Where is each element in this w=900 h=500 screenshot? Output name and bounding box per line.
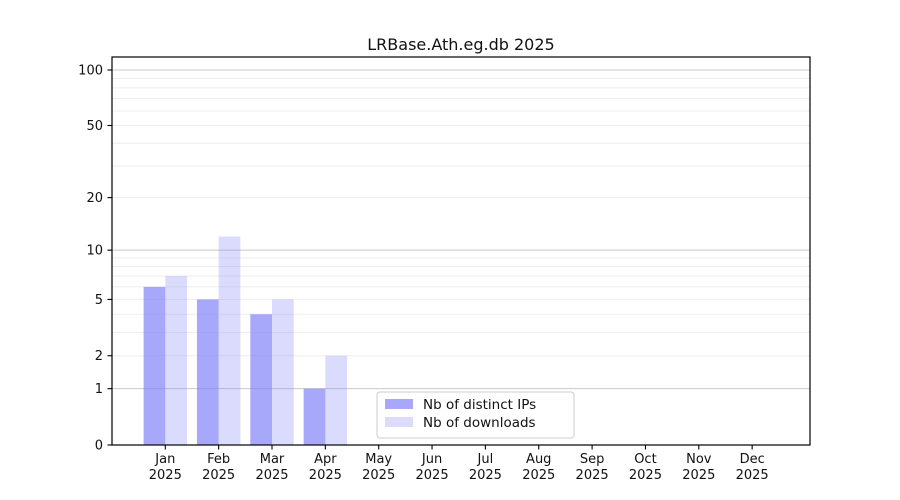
bar-downloads-apr [325,355,348,445]
bar-distinct-ips-mar [250,314,272,445]
x-tick-label-year: 2025 [416,468,449,483]
x-tick-label-month: Dec [740,452,765,467]
x-tick-label-year: 2025 [576,468,609,483]
bar-distinct-ips-jan [143,286,166,445]
y-tick-label: 10 [86,244,103,259]
chart-title: LRBase.Ath.eg.db 2025 [367,35,555,54]
x-tick-label-month: Apr [314,452,337,467]
x-tick-label-month: Jan [154,452,175,467]
x-tick-label-month: Nov [686,452,712,467]
bar-distinct-ips-feb [196,299,219,445]
bar-downloads-feb [218,236,241,445]
bar-downloads-jan [165,276,187,445]
x-tick-label-month: Jun [421,452,442,467]
x-tick-label-year: 2025 [309,468,342,483]
legend-swatch-downloads [385,417,413,427]
y-tick-label: 20 [86,191,103,206]
y-tick-label: 0 [95,439,103,454]
y-tick-label: 1 [95,382,103,397]
x-tick-label-year: 2025 [149,468,182,483]
legend-box [376,391,575,439]
x-tick-label-year: 2025 [629,468,662,483]
bar-downloads-mar [272,299,294,445]
x-tick-label-year: 2025 [362,468,395,483]
x-tick-label-year: 2025 [202,468,235,483]
x-tick-label-month: May [365,452,392,467]
x-tick-label-year: 2025 [682,468,715,483]
x-tick-label-month: Aug [526,452,551,467]
plot-border [111,56,811,446]
bar-distinct-ips-apr [303,388,326,445]
x-tick-label-month: Sep [580,452,605,467]
legend-label-downloads: Nb of downloads [423,415,536,431]
x-tick-label-month: Oct [634,452,656,467]
x-tick-label-month: Jul [477,452,494,467]
x-tick-label-year: 2025 [736,468,769,483]
x-tick-label-month: Feb [207,452,230,467]
y-tick-label: 2 [95,349,103,364]
legend-label-distinct-ips: Nb of distinct IPs [423,397,536,413]
legend-swatch-distinct-ips [385,399,413,409]
y-tick-label: 5 [95,293,103,308]
x-tick-label-month: Mar [260,452,285,467]
x-tick-label-year: 2025 [469,468,502,483]
x-tick-label-year: 2025 [255,468,288,483]
y-tick-label: 100 [78,63,103,78]
y-tick-label: 50 [86,119,103,134]
x-tick-label-year: 2025 [522,468,555,483]
